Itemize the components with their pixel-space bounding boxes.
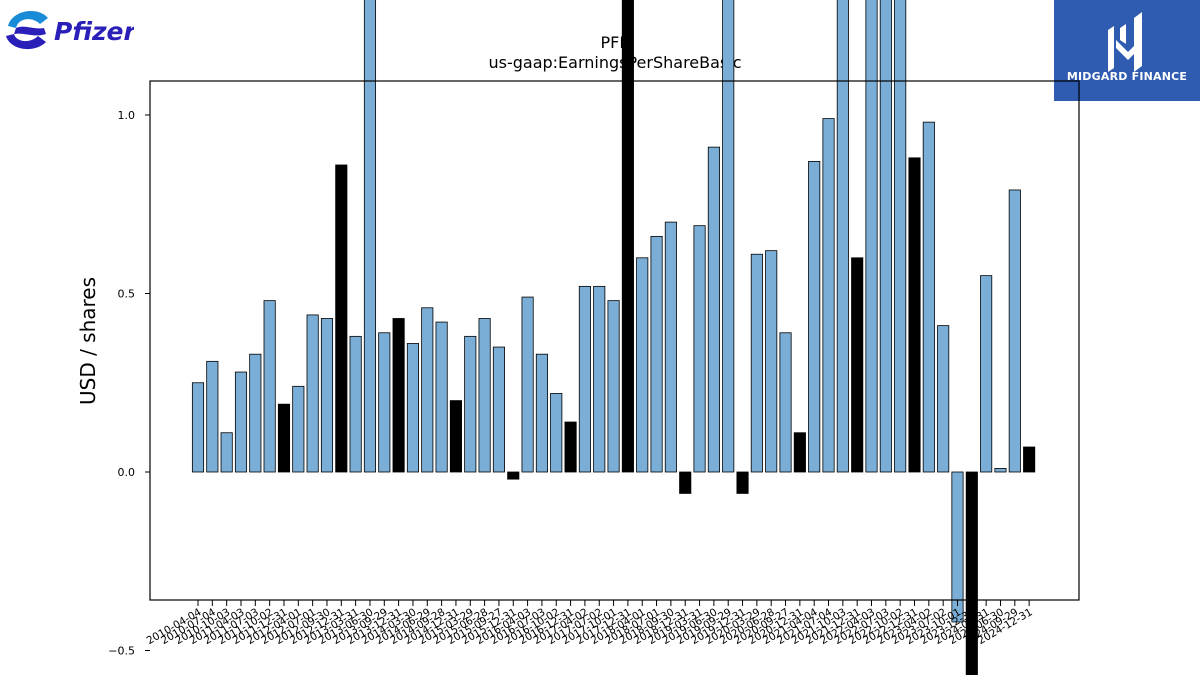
bar-2015-12-31 bbox=[507, 471, 520, 480]
bar-2010-04-04 bbox=[191, 382, 205, 473]
bar-2011-04-03 bbox=[234, 371, 248, 473]
bar-2017-04-02 bbox=[578, 285, 591, 473]
bar-2011-07-03 bbox=[249, 353, 262, 473]
midgard-logo-icon bbox=[1108, 12, 1142, 72]
bar-2014-12-31 bbox=[449, 400, 462, 473]
bar-2014-06-29 bbox=[421, 307, 434, 473]
bar-2023-10-01 bbox=[951, 471, 964, 623]
bar-2023-12-31 bbox=[965, 471, 978, 675]
y-tick-label: −0.5 bbox=[108, 645, 135, 658]
bar-2012-04-01 bbox=[292, 385, 305, 473]
bars-group bbox=[191, 0, 1036, 675]
bar-2012-09-30 bbox=[320, 318, 334, 473]
bar-2018-12-31 bbox=[679, 471, 692, 494]
bar-2020-03-29 bbox=[750, 253, 763, 473]
bar-2018-07-01 bbox=[650, 235, 663, 473]
bar-2024-06-30 bbox=[994, 468, 1007, 473]
bar-2015-03-29 bbox=[464, 335, 477, 473]
midgard-logo-text: MIDGARD FINANCE bbox=[1066, 70, 1188, 83]
bar-2019-06-30 bbox=[707, 146, 720, 473]
bar-2012-12-31 bbox=[335, 164, 348, 473]
bar-2021-12-31 bbox=[851, 257, 864, 473]
y-axis-label: USD / shares bbox=[76, 277, 100, 405]
bar-2023-04-02 bbox=[922, 121, 935, 473]
bar-2023-07-02 bbox=[937, 325, 950, 473]
bar-2020-06-28 bbox=[765, 250, 778, 473]
bar-2016-07-03 bbox=[535, 353, 548, 473]
bar-2017-10-01 bbox=[607, 300, 620, 473]
y-ticks-group: −0.50.00.51.01.52.0 bbox=[108, 109, 150, 658]
bar-2021-04-04 bbox=[808, 161, 821, 473]
bar-2020-09-27 bbox=[779, 332, 792, 473]
bar-2022-10-02 bbox=[894, 0, 907, 473]
bar-2024-03-31 bbox=[980, 275, 993, 473]
bar-2015-09-27 bbox=[492, 346, 505, 473]
bar-2022-04-03 bbox=[865, 0, 878, 473]
pfizer-logo: Pfizer bbox=[4, 4, 138, 58]
bar-2016-10-02 bbox=[550, 393, 563, 473]
bar-2012-07-01 bbox=[306, 314, 319, 473]
bar-2011-10-02 bbox=[263, 300, 276, 473]
bar-2010-10-03 bbox=[220, 432, 233, 473]
bar-2019-03-31 bbox=[693, 225, 706, 473]
bar-2010-07-04 bbox=[206, 360, 219, 473]
bar-2014-09-28 bbox=[435, 321, 448, 473]
bar-2015-06-28 bbox=[478, 318, 491, 473]
bar-2019-09-29 bbox=[722, 0, 735, 473]
chart-subtitle: us-gaap:EarningsPerShareBasic bbox=[488, 53, 741, 72]
bar-2014-03-30 bbox=[406, 343, 419, 473]
pfizer-logo-text: Pfizer bbox=[54, 17, 134, 46]
bar-2024-12-31 bbox=[1023, 446, 1036, 473]
y-tick-label: 0.5 bbox=[118, 288, 136, 301]
bar-2021-07-04 bbox=[822, 118, 835, 473]
midgard-finance-logo: MIDGARD FINANCE bbox=[1054, 0, 1200, 101]
bar-2021-10-03 bbox=[836, 0, 849, 473]
bar-2013-09-29 bbox=[378, 332, 391, 473]
bar-2018-04-01 bbox=[636, 257, 649, 473]
bar-2013-12-31 bbox=[392, 318, 405, 473]
bar-2013-06-30 bbox=[363, 0, 377, 473]
bar-2022-07-03 bbox=[879, 0, 892, 473]
bar-2019-12-31 bbox=[736, 471, 749, 494]
bar-2018-09-30 bbox=[664, 221, 677, 473]
bar-2020-12-31 bbox=[793, 432, 806, 473]
x-ticks-group: 2010-04-042010-07-042010-10-032011-04-03… bbox=[145, 600, 1035, 647]
bar-2022-12-31 bbox=[908, 157, 921, 473]
bar-2017-07-02 bbox=[593, 285, 606, 473]
bar-2017-12-31 bbox=[621, 0, 634, 473]
bar-2011-12-31 bbox=[277, 403, 291, 473]
bar-2013-03-31 bbox=[349, 335, 362, 473]
plot-frame bbox=[149, 80, 1080, 601]
bar-2016-04-03 bbox=[521, 296, 534, 473]
bar-2024-09-29 bbox=[1008, 189, 1021, 473]
bar-2016-12-31 bbox=[564, 421, 577, 473]
y-tick-label: 0.0 bbox=[118, 466, 136, 479]
y-tick-label: 1.0 bbox=[118, 109, 136, 122]
pfizer-logo-icon: Pfizer bbox=[6, 11, 138, 50]
